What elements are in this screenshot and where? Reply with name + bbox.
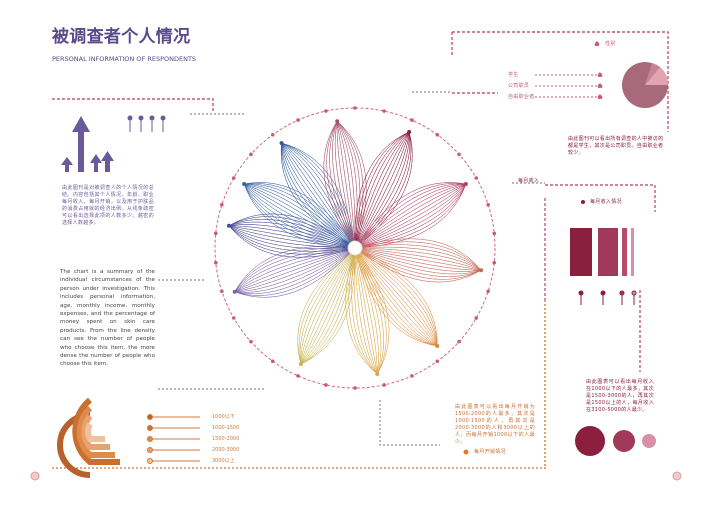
corner-dot [672, 471, 682, 481]
gender-pie [622, 62, 669, 108]
petal-tip [232, 289, 237, 294]
ring-dot [249, 152, 253, 157]
petal-line [354, 247, 438, 347]
ring-dot [324, 383, 328, 387]
income-markers [578, 290, 637, 305]
radial-chart [213, 106, 497, 390]
ring-dot [492, 231, 497, 236]
ring-dot [296, 374, 300, 378]
occupation-item: 学生 [508, 72, 519, 78]
ring-dot [231, 176, 236, 180]
frame-lines [52, 300, 546, 470]
skincare-circles [575, 426, 656, 456]
petal-line [354, 131, 412, 249]
expense-legend: 1500-2000 [212, 436, 240, 442]
petal-tip [463, 182, 468, 186]
ring-dot [486, 289, 490, 294]
occupation-item: 自由职业者 [508, 94, 535, 100]
expense-note: 由此图表可以看出每月开销为1500-2000的人最多，其次是1000-1500的… [455, 404, 535, 445]
petal-tip [407, 129, 412, 134]
income-label: 每月收入 [518, 178, 540, 184]
petal-line [354, 183, 466, 249]
petal-line [234, 247, 356, 296]
ring-dot [270, 359, 275, 364]
ring-dot [435, 359, 440, 364]
ring-dot [382, 383, 386, 387]
occupation-markers [535, 41, 603, 100]
arch-icon [57, 397, 120, 478]
petal-tip [242, 182, 247, 186]
ring-dot [486, 202, 490, 207]
petal-tip [298, 362, 303, 367]
ring-dot [249, 339, 253, 344]
ring-dot [353, 106, 357, 110]
expense-dot [463, 449, 469, 455]
ring-dot [410, 374, 414, 378]
ring-dot [474, 176, 479, 180]
ring-dot [435, 132, 440, 137]
petal-line [354, 131, 412, 249]
expense-legend-markers [147, 414, 200, 464]
ring-dot [492, 260, 497, 265]
intro-zh: 由此图刊是对被调查人的个人情况的总结。内容包括其个人情况，年龄、职业每月收入、每… [62, 185, 154, 226]
income-bars [570, 200, 634, 276]
title: 被调查者个人情况 [52, 27, 191, 47]
ring-dot [382, 109, 386, 113]
center-hole [347, 240, 363, 256]
expense-legend: 1000-1500 [212, 425, 240, 431]
petal-tip [226, 223, 231, 228]
expense-title: 每月开销情况 [474, 449, 506, 455]
petal-tip [435, 344, 440, 349]
expense-legend: 1000以下 [212, 414, 235, 420]
occupation-note: 由此图刊可以看出所有调查的人中被访的都是学生，其次是公司职员。自由职业者较少。 [568, 136, 664, 156]
arrow-icon [61, 116, 114, 172]
gender-label: 性别 [605, 41, 616, 47]
petal-line [234, 247, 356, 293]
ring-dot [296, 118, 300, 122]
petal-tip [375, 372, 380, 377]
ring-dot [220, 202, 224, 207]
outer-ring [214, 107, 496, 389]
ring-dot [353, 386, 357, 390]
ring-dot [220, 289, 224, 294]
leader-lines [158, 91, 545, 446]
subtitle: PERSONAL INFORMATION OF RESPONDENTS [52, 55, 197, 63]
ring-dot [410, 118, 414, 122]
occupation-item: 公司职员 [508, 83, 530, 89]
intro-en: The chart is a summary of the individual… [60, 269, 155, 368]
ring-dot [457, 339, 461, 344]
ring-dot [324, 109, 328, 113]
ring-dot [474, 316, 479, 320]
income-note: 由此图表可以看出每月收入在1000以下的人最多，其次是1500-3000的人，再… [586, 379, 654, 413]
age-markers [127, 115, 166, 132]
frame-lines-pink [52, 31, 669, 372]
corner-dot [30, 471, 40, 481]
petal-tip [279, 141, 284, 146]
expense-legend: 3000以上 [212, 458, 235, 464]
petal-tip [335, 119, 340, 124]
ring-dot [231, 316, 236, 320]
ring-dot [213, 260, 218, 265]
ring-dot [457, 152, 461, 157]
expense-legend: 2000-3000 [212, 447, 240, 453]
petal-tip [479, 268, 484, 273]
ring-dot [270, 132, 275, 137]
ring-dot [213, 231, 218, 236]
income-title: 每月收入情况 [590, 199, 622, 205]
